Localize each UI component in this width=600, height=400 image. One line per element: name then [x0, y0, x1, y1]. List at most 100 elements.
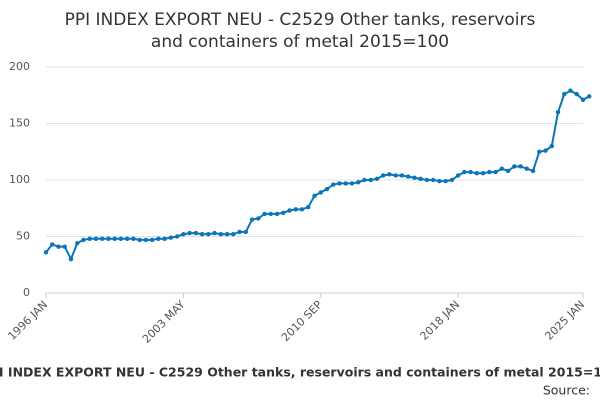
x-tick-label: 2003 MAY	[140, 298, 188, 346]
y-tick-label: 50	[16, 230, 30, 243]
point	[262, 211, 267, 217]
line	[45, 89, 590, 262]
point	[387, 172, 392, 177]
point	[587, 94, 592, 99]
chart-title: PPI INDEX EXPORT NEU - C2529 Other tanks…	[65, 10, 536, 30]
y-tick-label: 100	[9, 173, 30, 186]
point	[318, 190, 323, 195]
point	[349, 181, 355, 186]
point	[468, 169, 473, 175]
footer-title: PPI INDEX EXPORT NEU - C2529 Other tanks…	[0, 365, 600, 380]
point	[562, 91, 567, 97]
point	[512, 164, 517, 169]
point	[131, 236, 136, 241]
point	[449, 177, 455, 183]
point	[106, 236, 111, 241]
point	[68, 256, 74, 262]
point	[362, 177, 367, 183]
point	[212, 230, 217, 236]
point	[505, 168, 511, 174]
point	[374, 176, 380, 182]
point	[337, 181, 342, 186]
point	[231, 232, 236, 237]
point	[424, 177, 430, 183]
point	[193, 230, 199, 236]
point	[574, 91, 579, 97]
point	[430, 177, 436, 183]
point	[137, 237, 142, 243]
point	[50, 242, 55, 247]
point	[162, 236, 167, 241]
point	[206, 232, 211, 237]
source: Source:	[543, 383, 590, 398]
point	[480, 171, 486, 176]
point	[156, 236, 161, 241]
point	[293, 207, 298, 212]
point	[437, 178, 442, 184]
point	[112, 236, 117, 241]
point	[268, 211, 273, 217]
point	[224, 232, 230, 237]
point	[380, 173, 386, 178]
point	[474, 171, 480, 176]
y-tick-label: 200	[9, 60, 30, 73]
point	[168, 235, 174, 240]
point	[549, 143, 554, 149]
point	[518, 164, 523, 169]
point	[93, 236, 99, 241]
point	[243, 229, 249, 235]
point	[75, 241, 80, 246]
point	[237, 229, 242, 235]
point	[568, 88, 573, 93]
point	[543, 148, 548, 153]
point	[143, 237, 149, 243]
y-tick-label: 150	[9, 117, 30, 130]
point	[249, 217, 255, 222]
point	[418, 176, 423, 182]
point	[43, 250, 49, 255]
point	[312, 193, 317, 199]
point	[324, 186, 330, 192]
point	[62, 244, 67, 249]
point	[274, 211, 280, 217]
point	[580, 97, 586, 102]
point	[412, 175, 417, 180]
point	[256, 216, 261, 221]
point	[306, 204, 311, 210]
point	[537, 149, 542, 154]
point	[174, 234, 180, 239]
point	[555, 110, 561, 115]
chart-title: and containers of metal 2015=100	[151, 32, 449, 52]
point	[331, 182, 336, 187]
point	[99, 236, 105, 241]
x-tick-label: 2010 SEP	[279, 298, 325, 344]
x-tick-label: 2025 JAN	[542, 298, 587, 343]
point	[81, 237, 86, 243]
point	[399, 173, 405, 178]
point	[462, 169, 467, 175]
x-tick-label: 2018 JAN	[418, 298, 463, 343]
y-tick-label: 0	[23, 286, 30, 299]
point	[199, 232, 205, 237]
point	[287, 208, 292, 213]
point	[393, 173, 398, 178]
point	[530, 168, 536, 174]
point	[149, 237, 155, 243]
point	[181, 232, 186, 237]
point	[56, 244, 61, 249]
point	[299, 207, 305, 212]
point	[118, 236, 124, 241]
point	[524, 166, 530, 171]
point	[124, 236, 130, 241]
point	[487, 169, 492, 175]
point	[281, 210, 286, 215]
point	[218, 232, 224, 237]
point	[87, 236, 92, 241]
x-tick-label: 1996 JAN	[5, 298, 50, 343]
point	[368, 177, 373, 183]
point	[356, 180, 361, 185]
point	[443, 178, 448, 184]
point	[343, 181, 348, 186]
point	[405, 174, 411, 179]
